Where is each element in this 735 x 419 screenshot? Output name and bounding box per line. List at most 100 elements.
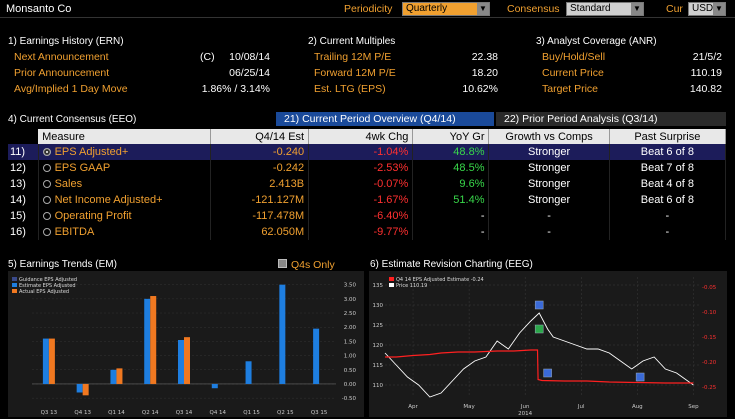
estimate-bar <box>144 298 151 384</box>
x-tick-label: Aug <box>632 404 643 410</box>
left-tick-label: 120 <box>373 343 384 349</box>
table-row[interactable]: 15) Operating Profit -117.478M -6.40% - - - <box>8 208 727 224</box>
x-year-label: 2014 <box>518 411 532 417</box>
yoy-cell: 9.6% <box>412 176 490 192</box>
top-bar: Monsanto Co Periodicity Quarterly ▼ Cons… <box>0 0 735 18</box>
row-number: 15) <box>8 208 39 224</box>
measure-cell[interactable]: Operating Profit <box>38 208 211 224</box>
estimate-bar <box>245 361 252 384</box>
measure-label: EBITDA <box>54 226 95 238</box>
col-4wk-chg[interactable]: 4wk Chg <box>308 129 414 144</box>
measure-cell[interactable]: Sales <box>38 176 211 192</box>
y-tick-label: 3.00 <box>344 297 357 303</box>
tab-current-period[interactable]: 21) Current Period Overview (Q4/14) <box>276 112 494 126</box>
estimate-revision-title[interactable]: 6) Estimate Revision Charting (EEG) <box>370 259 533 270</box>
radio-button[interactable] <box>42 148 51 157</box>
left-tick-label: 125 <box>373 323 384 329</box>
table-row[interactable]: 12) EPS GAAP -0.242 -2.53% 48.5% Stronger Beat… <box>8 160 727 176</box>
current-consensus-title[interactable]: 4) Current Consensus (EEO) <box>8 114 137 125</box>
x-tick-label: Q2 14 <box>142 410 159 416</box>
col-growth-vs-comps[interactable]: Growth vs Comps <box>488 129 610 144</box>
measure-cell[interactable]: EPS GAAP <box>38 160 211 176</box>
estimate-bar <box>110 369 117 384</box>
chg-cell: -9.77% <box>308 224 414 240</box>
actual-bar <box>82 383 89 396</box>
yoy-cell: 48.8% <box>412 144 490 160</box>
x-tick-label: Q1 15 <box>243 410 260 416</box>
trailing-pe-value: 22.38 <box>471 51 498 63</box>
radio-button[interactable] <box>42 228 51 237</box>
x-tick-label: Jun <box>520 404 530 410</box>
row-number: 13) <box>8 176 39 192</box>
legend-swatch <box>12 277 17 281</box>
measure-cell[interactable]: Net Income Adjusted+ <box>38 192 211 208</box>
legend-swatch <box>389 283 394 287</box>
consensus-value: Standard <box>570 3 611 14</box>
left-tick-label: 135 <box>373 283 384 289</box>
radio-button[interactable] <box>42 212 51 221</box>
estimate-bar <box>313 328 320 384</box>
table-row[interactable]: 16) EBITDA 62.050M -9.77% - - - <box>8 224 727 240</box>
table-row[interactable]: 13) Sales 2.413B -0.07% 9.6% Stronger Beat 4 o… <box>8 176 727 192</box>
est-ltg-label: Est. LTG (EPS) <box>314 83 386 95</box>
growth-cell: Stronger <box>488 144 610 160</box>
consensus-dropdown[interactable]: Standard ▼ <box>566 2 644 16</box>
col-yoy-gr[interactable]: YoY Gr <box>412 129 490 144</box>
analyst-coverage-title[interactable]: 3) Analyst Coverage (ANR) <box>536 36 657 47</box>
measure-cell[interactable]: EPS Adjusted+ <box>38 144 211 160</box>
avg-move-label: Avg/Implied 1 Day Move <box>14 83 128 95</box>
chg-cell: -6.40% <box>308 208 414 224</box>
yoy-cell: 51.4% <box>412 192 490 208</box>
q4s-only-checkbox[interactable] <box>278 259 287 268</box>
measure-label: EPS Adjusted+ <box>54 146 129 158</box>
y-tick-label: 1.50 <box>344 339 357 345</box>
periodicity-value: Quarterly <box>406 3 448 14</box>
radio-button[interactable] <box>42 164 51 173</box>
surprise-cell: Beat 4 of 8 <box>609 176 727 192</box>
actual-bar <box>48 338 55 384</box>
x-tick-label: Sep <box>688 404 699 410</box>
earnings-trends-title[interactable]: 5) Earnings Trends (EM) <box>8 259 117 270</box>
consensus-table: Measure Q4/14 Est 4wk Chg YoY Gr Growth … <box>8 129 727 240</box>
row-number: 14) <box>8 192 39 208</box>
measure-cell[interactable]: EBITDA <box>38 224 211 240</box>
radio-button[interactable] <box>42 196 51 205</box>
x-tick-label: Q3 13 <box>41 410 58 416</box>
estimate-bar <box>211 383 218 389</box>
estimate-bar <box>178 340 184 384</box>
target-price-label: Target Price <box>542 83 599 95</box>
chg-cell: -1.04% <box>308 144 414 160</box>
prior-announcement-label: Prior Announcement <box>14 67 110 79</box>
surprise-cell: Beat 7 of 8 <box>609 160 727 176</box>
estimate-line <box>385 349 694 384</box>
next-announcement-label: Next Announcement <box>14 51 109 63</box>
target-price-value: 140.82 <box>689 83 722 95</box>
periodicity-dropdown[interactable]: Quarterly ▼ <box>402 2 490 16</box>
table-row[interactable]: 14) Net Income Adjusted+ -121.127M -1.67% 51… <box>8 192 727 208</box>
current-price-label: Current Price <box>542 67 604 79</box>
right-tick-label: -0.05 <box>702 285 717 291</box>
table-header-row: Measure Q4/14 Est 4wk Chg YoY Gr Growth … <box>8 129 727 144</box>
col-est[interactable]: Q4/14 Est <box>210 129 310 144</box>
tab-prior-period[interactable]: 22) Prior Period Analysis (Q3/14) <box>496 112 726 126</box>
col-past-surprise[interactable]: Past Surprise <box>609 129 727 144</box>
earnings-history-title[interactable]: 1) Earnings History (ERN) <box>8 36 124 47</box>
table-row[interactable]: 11) EPS Adjusted+ -0.240 -1.04% 48.8% Stronge… <box>8 144 727 160</box>
consensus-label: Consensus <box>507 3 560 15</box>
currency-dropdown[interactable]: USD ▼ <box>688 2 726 16</box>
estimate-revision-svg: 135 130 125 120 115 110 -0.05 -0.10 -0.15 -0.20 -0… <box>373 277 717 417</box>
legend-label: Price 110.19 <box>396 283 427 289</box>
estimate-revision-chart: 135 130 125 120 115 110 -0.05 -0.10 -0.15 -0.20 -0… <box>369 271 727 417</box>
legend-label: Q4 14 EPS Adjusted Estimate -0.24 <box>396 277 484 283</box>
left-tick-label: 110 <box>373 383 384 389</box>
radio-button[interactable] <box>42 180 51 189</box>
legend-label: Actual EPS Adjusted <box>19 289 69 295</box>
surprise-cell: - <box>609 224 727 240</box>
estimate-bar <box>279 284 286 384</box>
left-tick-label: 115 <box>373 363 384 369</box>
col-measure[interactable]: Measure <box>38 129 211 144</box>
next-announcement-flag: (C) <box>200 51 215 63</box>
growth-cell: Stronger <box>488 176 610 192</box>
